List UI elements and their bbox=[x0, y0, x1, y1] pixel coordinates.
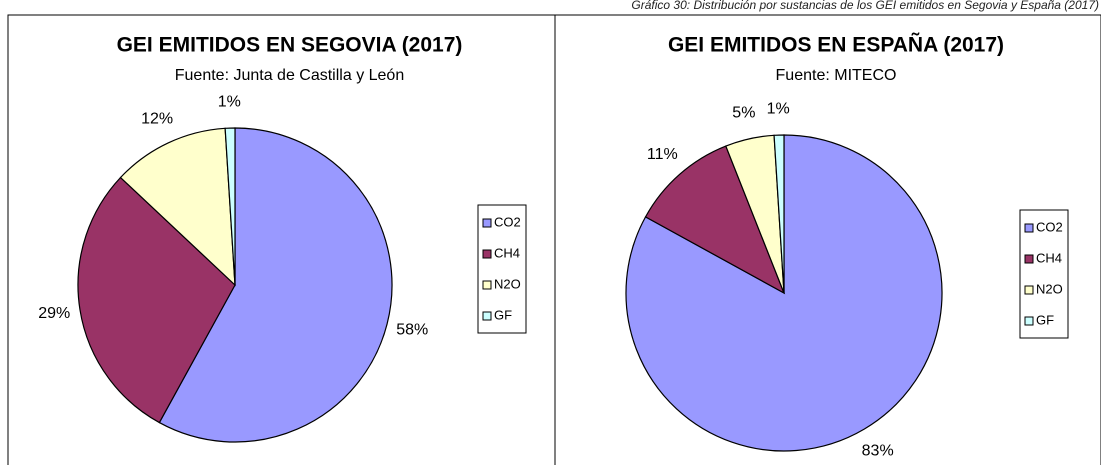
pie-slice bbox=[773, 134, 785, 294]
chart-title: GEI EMITIDOS EN SEGOVIA (2017) bbox=[117, 34, 463, 57]
legend-swatch bbox=[482, 249, 492, 259]
pie-slice bbox=[224, 127, 236, 286]
legend-label: CO2 bbox=[494, 214, 521, 229]
legend-label: GF bbox=[1036, 312, 1054, 327]
legend-swatch bbox=[482, 280, 492, 290]
data-label: 1% bbox=[218, 93, 241, 110]
legend-label: CH4 bbox=[494, 245, 520, 260]
legend-label: N2O bbox=[1036, 281, 1063, 296]
pie-slice bbox=[644, 145, 786, 295]
pie-slice bbox=[158, 127, 393, 443]
data-label: 29% bbox=[38, 305, 70, 322]
data-label: 5% bbox=[732, 105, 755, 122]
data-label: 12% bbox=[141, 111, 173, 128]
legend-swatch bbox=[482, 218, 492, 228]
legend-label: GF bbox=[494, 307, 512, 322]
chart-subtitle: Fuente: MITECO bbox=[776, 67, 897, 84]
legend-swatch bbox=[1024, 254, 1034, 264]
legend-swatch bbox=[482, 311, 492, 321]
chart-subtitle: Fuente: Junta de Castilla y León bbox=[175, 67, 404, 84]
chart-title: GEI EMITIDOS EN ESPAÑA (2017) bbox=[668, 34, 1004, 57]
legend-swatch bbox=[1024, 223, 1034, 233]
legend-swatch bbox=[1024, 316, 1034, 326]
pie-slice bbox=[119, 127, 236, 287]
legend-label: CO2 bbox=[1036, 219, 1063, 234]
data-label: 11% bbox=[647, 146, 678, 163]
legend-label: CH4 bbox=[1036, 250, 1062, 265]
caption: Gráfico 30: Distribución por sustancias … bbox=[631, 0, 1099, 12]
legend-swatch bbox=[1024, 285, 1034, 295]
legend-label: N2O bbox=[494, 276, 521, 291]
data-label: 1% bbox=[767, 100, 790, 117]
data-label: 58% bbox=[396, 322, 428, 339]
pie-slice bbox=[77, 176, 236, 424]
data-label: 83% bbox=[862, 443, 894, 460]
